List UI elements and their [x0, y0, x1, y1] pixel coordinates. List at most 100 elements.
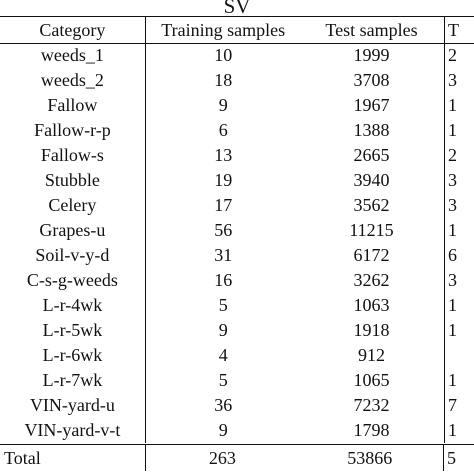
category-cell: L-r-7wk — [42, 370, 103, 390]
category-cell: Fallow-r-p — [34, 120, 111, 140]
column-divider — [443, 243, 446, 268]
top-rule — [0, 16, 474, 17]
training-cell: 18 — [214, 70, 233, 90]
truncated-cell: 1 — [448, 320, 457, 340]
header-truncated: T — [448, 20, 459, 40]
column-divider — [443, 43, 446, 68]
test-cell: 2665 — [353, 145, 390, 165]
column-divider — [443, 268, 446, 293]
training-cell: 9 — [218, 420, 228, 440]
table-row: VIN-yard-u 36 7232 7 — [0, 393, 474, 418]
column-divider — [144, 68, 148, 93]
table-row: weeds_1 10 1999 2 — [0, 43, 474, 68]
training-cell: 4 — [218, 345, 228, 365]
column-divider — [144, 17, 148, 43]
table-row: Grapes-u 56 11215 1 — [0, 218, 474, 243]
training-cell: 9 — [218, 320, 228, 340]
column-divider — [144, 368, 148, 393]
training-cell: 19 — [214, 170, 233, 190]
column-divider — [144, 418, 148, 443]
column-divider — [443, 68, 446, 93]
column-divider — [144, 243, 148, 268]
column-divider — [144, 93, 148, 118]
truncated-cell: 1 — [448, 420, 457, 440]
truncated-cell: 3 — [448, 170, 457, 190]
column-divider — [443, 293, 446, 318]
table-row: Celery 17 3562 3 — [0, 193, 474, 218]
column-divider — [144, 143, 148, 168]
table-row: Fallow-s 13 2665 2 — [0, 143, 474, 168]
training-cell: 13 — [214, 145, 233, 165]
truncated-cell: 6 — [448, 245, 457, 265]
category-cell: L-r-6wk — [42, 345, 103, 365]
category-cell: Grapes-u — [39, 220, 106, 240]
training-cell: 16 — [214, 270, 233, 290]
column-divider — [144, 218, 148, 243]
header-category: Category — [39, 20, 106, 40]
training-cell: 31 — [214, 245, 233, 265]
column-divider — [443, 143, 446, 168]
column-divider — [144, 168, 148, 193]
column-divider — [443, 368, 446, 393]
total-rule — [0, 444, 474, 445]
category-cell: VIN-yard-v-t — [24, 420, 121, 440]
column-divider — [144, 193, 148, 218]
test-cell: 1065 — [353, 370, 390, 390]
category-cell: Fallow-s — [40, 145, 104, 165]
category-cell: L-r-4wk — [42, 295, 103, 315]
table-row: Fallow-r-p 6 1388 1 — [0, 118, 474, 143]
truncated-cell: 1 — [448, 120, 457, 140]
table-row: L-r-5wk 9 1918 1 — [0, 318, 474, 343]
column-divider — [443, 343, 446, 368]
column-divider — [443, 218, 446, 243]
test-cell: 6172 — [353, 245, 390, 265]
training-cell: 9 — [218, 95, 228, 115]
test-cell: 1388 — [353, 120, 390, 140]
column-divider — [443, 193, 446, 218]
total-label: Total — [4, 448, 41, 468]
dataset-label: SV — [223, 0, 251, 18]
training-cell: 6 — [218, 120, 228, 140]
total-test: 53866 — [347, 448, 393, 468]
category-cell: Soil-v-y-d — [35, 245, 110, 265]
table-row: L-r-6wk 4 912 — [0, 343, 474, 368]
total-truncated: 5 — [446, 448, 456, 468]
test-cell: 3940 — [353, 170, 390, 190]
test-cell: 1967 — [353, 95, 390, 115]
test-cell: 3708 — [353, 70, 390, 90]
total-row-table: Total 263 53866 5 — [0, 445, 474, 471]
table-row: Soil-v-y-d 31 6172 6 — [0, 243, 474, 268]
table-row: Stubble 19 3940 3 — [0, 168, 474, 193]
column-divider — [443, 168, 446, 193]
column-divider — [144, 118, 148, 143]
column-divider — [443, 418, 446, 443]
total-row: Total 263 53866 5 — [0, 445, 474, 471]
column-divider — [144, 318, 148, 343]
header-test: Test samples — [325, 20, 418, 40]
column-divider — [144, 268, 148, 293]
training-cell: 10 — [214, 45, 233, 65]
training-cell: 36 — [214, 395, 233, 415]
truncated-cell: 2 — [448, 45, 457, 65]
header-rule — [0, 43, 474, 44]
category-cell: C-s-g-weeds — [26, 270, 118, 290]
table-row: Fallow 9 1967 1 — [0, 93, 474, 118]
column-divider — [144, 343, 148, 368]
test-cell: 1999 — [353, 45, 390, 65]
category-cell: Celery — [48, 195, 97, 215]
category-cell: Fallow — [47, 95, 98, 115]
training-cell: 5 — [218, 370, 228, 390]
training-cell: 17 — [214, 195, 233, 215]
truncated-cell: 3 — [448, 195, 457, 215]
column-divider — [442, 445, 445, 471]
truncated-cell: 2 — [448, 145, 457, 165]
category-cell: L-r-5wk — [42, 320, 103, 340]
test-cell: 11215 — [349, 220, 394, 240]
column-divider — [144, 293, 148, 318]
table-row: L-r-7wk 5 1065 1 — [0, 368, 474, 393]
test-cell: 912 — [357, 345, 385, 365]
truncated-cell: 1 — [448, 295, 457, 315]
column-divider — [443, 318, 446, 343]
column-divider — [144, 43, 148, 68]
category-cell: VIN-yard-u — [29, 395, 115, 415]
